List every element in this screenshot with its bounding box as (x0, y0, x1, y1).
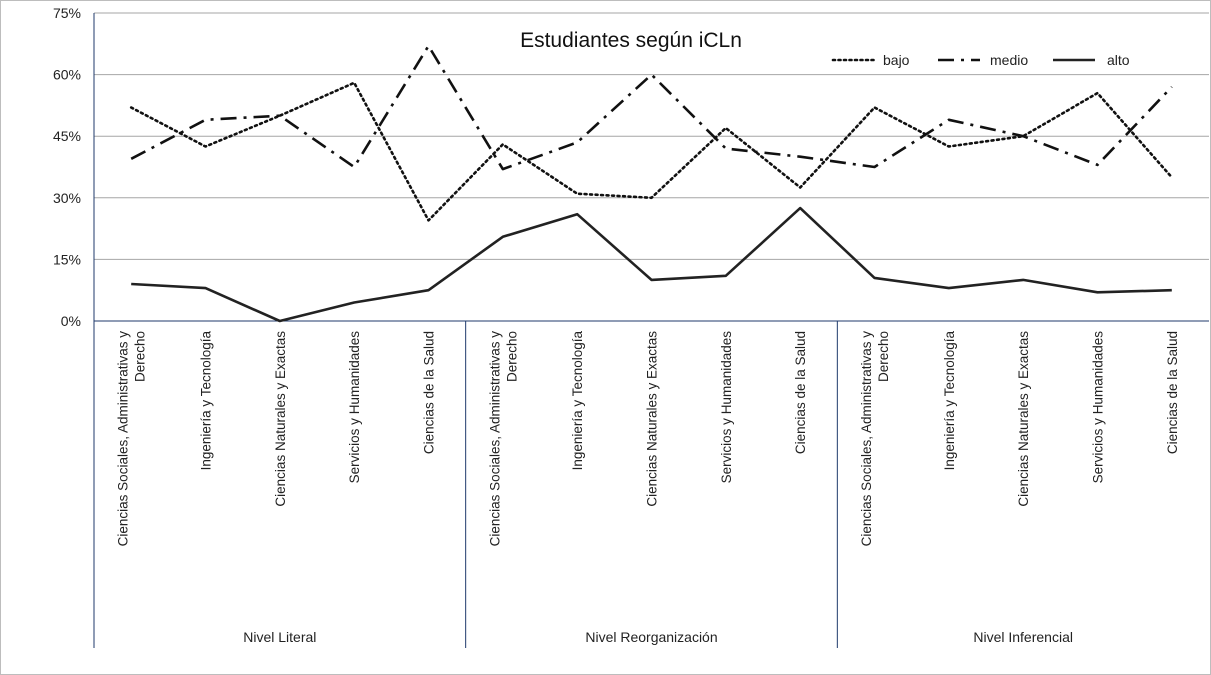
legend-label-medio: medio (990, 52, 1028, 68)
x-category-label: Ciencias Naturales y Exactas (645, 331, 660, 507)
x-category-label: Ingeniería y Tecnología (570, 331, 585, 471)
series-line-medio (130, 44, 1173, 171)
series-lines (129, 44, 1174, 323)
x-category-label: Servicios y Humanidades (719, 331, 734, 484)
x-category-label: Ciencias Sociales, Administrativas y Dere… (859, 331, 891, 547)
y-tick-label: 0% (61, 313, 81, 329)
x-category-label: Ciencias Naturales y Exactas (1016, 331, 1031, 507)
chart-title: Estudiantes según iCLn (520, 29, 742, 52)
y-tick-label: 60% (53, 67, 81, 83)
series-line-bajo (129, 81, 1174, 222)
x-category-label: Ciencias de la Salud (422, 331, 437, 454)
x-category-label: Servicios y Humanidades (1091, 331, 1106, 484)
y-tick-label: 75% (53, 5, 81, 21)
x-category-label: Ingeniería y Tecnología (199, 331, 214, 471)
gridlines (94, 12, 1209, 260)
y-tick-label: 45% (53, 128, 81, 144)
x-category-label: Ciencias de la Salud (1165, 331, 1180, 454)
y-tick-label: 30% (53, 190, 81, 206)
x-category-label: Ciencias de la Salud (793, 331, 808, 454)
axes: 0% 15% 30% 45% 60% 75% (53, 5, 1209, 648)
group-label: Nivel Inferencial (973, 629, 1073, 645)
x-category-label: Ciencias Naturales y Exactas (273, 331, 288, 507)
x-category-label: Ciencias Sociales, Administrativas y Dere… (116, 331, 148, 547)
group-label: Nivel Reorganización (585, 629, 717, 645)
group-label: Nivel Literal (243, 629, 316, 645)
legend-label-alto: alto (1107, 52, 1130, 68)
category-labels: Nivel Literal Nivel Reorganización Nivel I… (116, 331, 1180, 645)
y-tick-label: 15% (53, 251, 81, 267)
x-category-label: Ingeniería y Tecnología (942, 331, 957, 471)
series-line-alto (131, 206, 1172, 323)
x-category-label: Servicios y Humanidades (347, 331, 362, 484)
legend-label-bajo: bajo (883, 52, 910, 68)
legend: bajo medio alto (831, 52, 1130, 68)
x-category-label: Ciencias Sociales, Administrativas y Dere… (487, 331, 519, 547)
